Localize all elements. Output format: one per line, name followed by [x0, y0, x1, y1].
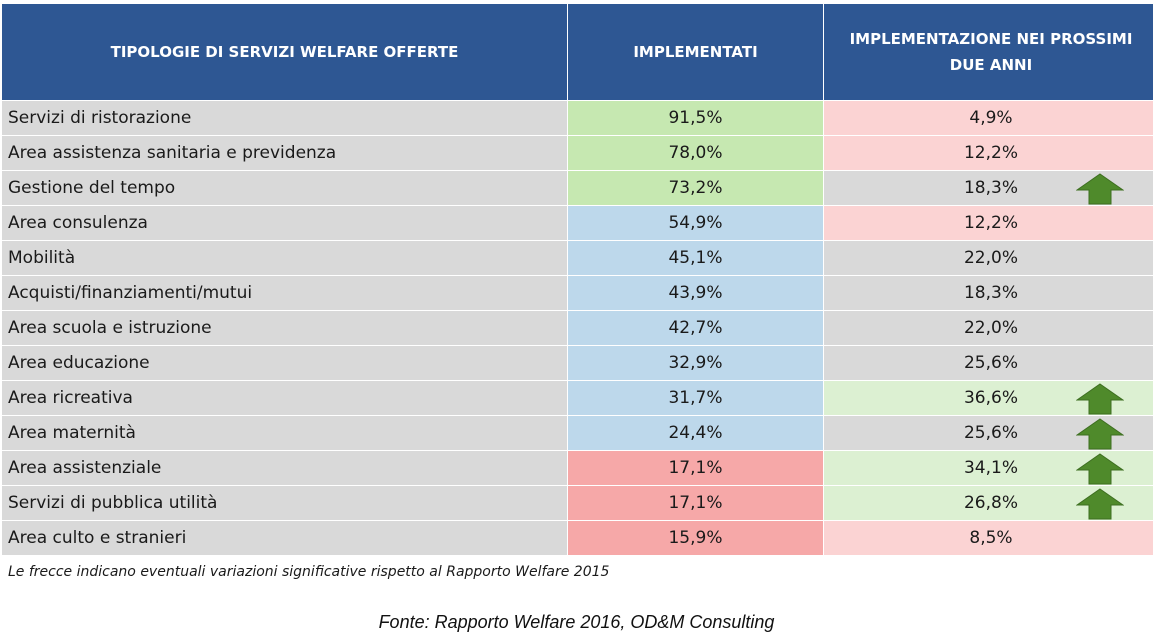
- row-label: Servizi di ristorazione: [2, 100, 568, 136]
- table-row: Area scuola e istruzione 42,7% 22,0%: [2, 310, 1153, 346]
- up-arrow-icon: [1076, 453, 1124, 485]
- up-arrow-icon: [1076, 418, 1124, 450]
- prossimi-anni-text: 34,1%: [963, 458, 1018, 478]
- row-label: Acquisti/finanziamenti/mutui: [2, 275, 568, 311]
- up-arrow-icon: [1076, 383, 1124, 415]
- prossimi-anni-text: 22,0%: [963, 248, 1018, 268]
- implementati-value: 73,2%: [567, 170, 824, 206]
- row-label: Servizi di pubblica utilità: [2, 485, 568, 521]
- row-label: Area culto e stranieri: [2, 520, 568, 555]
- implementati-value: 91,5%: [567, 100, 824, 136]
- row-label: Area educazione: [2, 345, 568, 381]
- table-row: Area maternità 24,4% 25,6%: [2, 415, 1153, 451]
- prossimi-anni-value: 4,9%: [823, 100, 1153, 136]
- prossimi-anni-text: 8,5%: [969, 528, 1013, 548]
- row-label: Area consulenza: [2, 205, 568, 241]
- prossimi-anni-text: 25,6%: [963, 353, 1018, 373]
- prossimi-anni-text: 22,0%: [963, 318, 1018, 338]
- table-row: Servizi di ristorazione 91,5% 4,9%: [2, 100, 1153, 136]
- table-row: Area ricreativa 31,7% 36,6%: [2, 380, 1153, 416]
- implementati-text: 45,1%: [668, 248, 723, 268]
- prossimi-anni-text: 36,6%: [963, 388, 1018, 408]
- implementati-text: 32,9%: [668, 353, 723, 373]
- prossimi-anni-value: 18,3%: [823, 170, 1153, 206]
- table-row: Area educazione 32,9% 25,6%: [2, 345, 1153, 381]
- table-row: Gestione del tempo 73,2% 18,3%: [2, 170, 1153, 206]
- table-row: Servizi di pubblica utilità 17,1% 26,8%: [2, 485, 1153, 521]
- prossimi-anni-value: 18,3%: [823, 275, 1153, 311]
- prossimi-anni-value: 26,8%: [823, 485, 1153, 521]
- implementati-text: 42,7%: [668, 318, 723, 338]
- implementati-value: 15,9%: [567, 520, 824, 555]
- prossimi-anni-value: 22,0%: [823, 310, 1153, 346]
- implementati-text: 73,2%: [668, 178, 723, 198]
- implementati-value: 43,9%: [567, 275, 824, 311]
- implementati-text: 15,9%: [668, 528, 723, 548]
- implementati-text: 17,1%: [668, 493, 723, 513]
- implementati-text: 91,5%: [668, 108, 723, 128]
- prossimi-anni-value: 12,2%: [823, 135, 1153, 171]
- prossimi-anni-text: 12,2%: [963, 213, 1018, 233]
- implementati-text: 24,4%: [668, 423, 723, 443]
- table-row: Area consulenza 54,9% 12,2%: [2, 205, 1153, 241]
- row-label: Area maternità: [2, 415, 568, 451]
- header-row: TIPOLOGIE DI SERVIZI WELFARE OFFERTE IMP…: [2, 4, 1153, 101]
- up-arrow-icon: [1076, 173, 1124, 205]
- prossimi-anni-value: 12,2%: [823, 205, 1153, 241]
- row-label: Area assistenza sanitaria e previdenza: [2, 135, 568, 171]
- prossimi-anni-value: 22,0%: [823, 240, 1153, 276]
- welfare-services-table: TIPOLOGIE DI SERVIZI WELFARE OFFERTE IMP…: [2, 4, 1153, 555]
- implementati-value: 31,7%: [567, 380, 824, 416]
- footnote: Le frecce indicano eventuali variazioni …: [8, 564, 610, 580]
- implementati-text: 43,9%: [668, 283, 723, 303]
- row-label: Mobilità: [2, 240, 568, 276]
- header-tipologie: TIPOLOGIE DI SERVIZI WELFARE OFFERTE: [2, 4, 568, 101]
- row-label: Area assistenziale: [2, 450, 568, 486]
- table-row: Area assistenza sanitaria e previdenza 78…: [2, 135, 1153, 171]
- up-arrow-icon: [1076, 488, 1124, 520]
- table-row: Area culto e stranieri 15,9% 8,5%: [2, 520, 1153, 555]
- implementati-value: 32,9%: [567, 345, 824, 381]
- implementati-text: 17,1%: [668, 458, 723, 478]
- source-caption: Fonte: Rapporto Welfare 2016, OD&M Consu…: [378, 612, 775, 632]
- header-prossimi-anni: IMPLEMENTAZIONE NEI PROSSIMI DUE ANNI: [823, 4, 1153, 101]
- row-label: Area ricreativa: [2, 380, 568, 416]
- implementati-value: 24,4%: [567, 415, 824, 451]
- prossimi-anni-value: 8,5%: [823, 520, 1153, 555]
- prossimi-anni-text: 4,9%: [969, 108, 1013, 128]
- prossimi-anni-text: 18,3%: [963, 178, 1018, 198]
- header-implementati: IMPLEMENTATI: [567, 4, 824, 101]
- implementati-value: 42,7%: [567, 310, 824, 346]
- implementati-value: 17,1%: [567, 485, 824, 521]
- prossimi-anni-text: 12,2%: [963, 143, 1018, 163]
- prossimi-anni-value: 36,6%: [823, 380, 1153, 416]
- prossimi-anni-text: 26,8%: [963, 493, 1018, 513]
- implementati-value: 45,1%: [567, 240, 824, 276]
- prossimi-anni-value: 25,6%: [823, 415, 1153, 451]
- prossimi-anni-text: 25,6%: [963, 423, 1018, 443]
- table-row: Mobilità 45,1% 22,0%: [2, 240, 1153, 276]
- implementati-value: 17,1%: [567, 450, 824, 486]
- implementati-text: 31,7%: [668, 388, 723, 408]
- prossimi-anni-value: 34,1%: [823, 450, 1153, 486]
- row-label: Area scuola e istruzione: [2, 310, 568, 346]
- implementati-text: 54,9%: [668, 213, 723, 233]
- prossimi-anni-text: 18,3%: [963, 283, 1018, 303]
- implementati-value: 54,9%: [567, 205, 824, 241]
- table-row: Acquisti/finanziamenti/mutui 43,9% 18,3%: [2, 275, 1153, 311]
- prossimi-anni-value: 25,6%: [823, 345, 1153, 381]
- table-row: Area assistenziale 17,1% 34,1%: [2, 450, 1153, 486]
- implementati-value: 78,0%: [567, 135, 824, 171]
- implementati-text: 78,0%: [668, 143, 723, 163]
- row-label: Gestione del tempo: [2, 170, 568, 206]
- table-body: Servizi di ristorazione 91,5% 4,9% Area ass…: [2, 100, 1153, 555]
